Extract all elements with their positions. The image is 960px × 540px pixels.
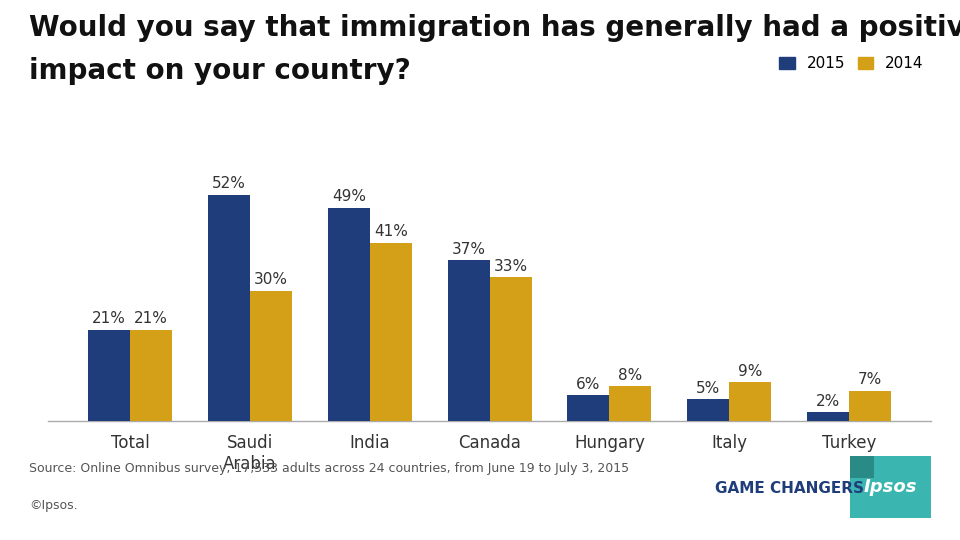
Text: 52%: 52% (212, 176, 246, 191)
Bar (490, 278, 532, 421)
Bar (208, 195, 250, 421)
Bar (88, 330, 131, 421)
Bar (370, 242, 412, 421)
Bar (250, 291, 292, 421)
Text: Would you say that immigration has generally had a positive: Would you say that immigration has gener… (29, 14, 960, 42)
Text: 21%: 21% (134, 311, 168, 326)
Text: 41%: 41% (373, 224, 408, 239)
Bar (687, 400, 730, 421)
Text: 30%: 30% (253, 272, 288, 287)
Text: ©Ipsos.: ©Ipsos. (29, 500, 78, 512)
Text: 7%: 7% (858, 372, 882, 387)
Text: 5%: 5% (696, 381, 720, 396)
Text: 9%: 9% (738, 363, 762, 379)
Bar (807, 413, 849, 421)
Text: Source: Online Omnibus survey, 17,533 adults across 24 countries, from June 19 t: Source: Online Omnibus survey, 17,533 ad… (29, 462, 629, 475)
Text: 49%: 49% (332, 190, 366, 204)
Text: 6%: 6% (576, 376, 601, 392)
Bar (447, 260, 490, 421)
Text: GAME CHANGERS: GAME CHANGERS (715, 481, 864, 496)
Text: Ipsos: Ipsos (864, 478, 917, 496)
Text: 33%: 33% (493, 259, 528, 274)
Bar (849, 391, 891, 421)
Legend: 2015, 2014: 2015, 2014 (780, 56, 924, 71)
Text: impact on your country?: impact on your country? (29, 57, 411, 85)
Text: 8%: 8% (618, 368, 642, 383)
Text: 21%: 21% (92, 311, 126, 326)
Text: 2%: 2% (816, 394, 840, 409)
Text: 37%: 37% (451, 241, 486, 256)
Bar (730, 382, 771, 421)
Bar (567, 395, 610, 421)
Bar (327, 208, 370, 421)
Bar (610, 386, 652, 421)
Bar (131, 330, 172, 421)
